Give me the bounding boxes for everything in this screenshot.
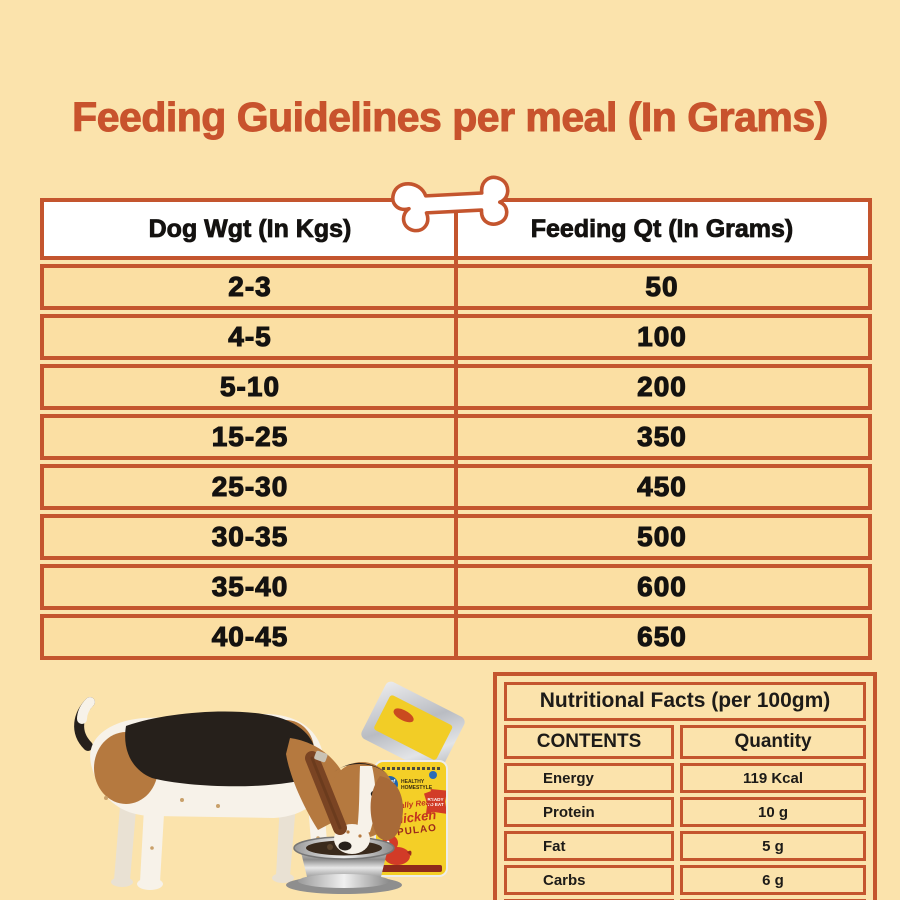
nutrition-row: Energy 119 Kcal	[504, 763, 866, 793]
feeding-qty-value: 100	[637, 320, 687, 352]
bone-icon	[391, 175, 510, 233]
nutrient-value: 5 g	[680, 831, 866, 861]
nutrition-col-contents: CONTENTS	[504, 725, 674, 759]
package-topline	[382, 767, 440, 770]
nutrition-col-quantity: Quantity	[680, 725, 866, 759]
column-header-feeding-qty: Feeding Qt (In Grams)	[530, 214, 794, 243]
nutrient-value: 10 g	[680, 797, 866, 827]
feeding-qty-value: 50	[645, 270, 679, 302]
dog-weight-value: 35-40	[211, 570, 289, 602]
dog-weight-value: 40-45	[211, 620, 289, 652]
dog-weight-value: 2-3	[228, 270, 272, 302]
nutrition-row: Protein 10 g	[504, 797, 866, 827]
nutrient-label: Protein	[504, 797, 674, 827]
nutrient-value: 119 Kcal	[680, 763, 866, 793]
nutrition-header-row: CONTENTS Quantity	[504, 725, 866, 759]
feeding-qty-value: 200	[637, 370, 687, 402]
package-blue-dot	[429, 771, 437, 779]
beagle-illustration	[74, 697, 404, 894]
package-tagline: HEALTHY HOMESTYLE	[401, 778, 433, 791]
dog-weight-value: 30-35	[211, 520, 289, 552]
column-header-dog-weight: Dog Wgt (In Kgs)	[148, 214, 352, 243]
dog-weight-value: 15-25	[211, 420, 289, 452]
dog-weight-value: 4-5	[228, 320, 272, 352]
nutrient-label: Carbs	[504, 865, 674, 895]
column-divider	[453, 198, 459, 660]
nutrient-label: Energy	[504, 763, 674, 793]
dog-weight-value: 25-30	[211, 470, 289, 502]
nutrient-label: Fat	[504, 831, 674, 861]
feeding-qty-value: 350	[637, 420, 687, 452]
ready-to-eat-badge: READY TO EAT	[424, 789, 446, 815]
feeding-guidelines-table: Dog Wgt (In Kgs) Feeding Qt (In Grams) 2…	[40, 175, 872, 660]
feeding-qty-value: 500	[637, 520, 687, 552]
dog-weight-value: 5-10	[219, 370, 281, 402]
nutrition-row: Fat 5 g	[504, 831, 866, 861]
feeding-qty-value: 600	[637, 570, 687, 602]
feeding-qty-value: 650	[637, 620, 687, 652]
beagle-photo: Chef Jack HEALTHY HOMESTYLE READY TO EAT…	[22, 679, 474, 900]
package-bottom-band	[380, 865, 442, 872]
nutrition-title: Nutritional Facts (per 100gm)	[504, 682, 866, 721]
nutritional-facts-panel: Nutritional Facts (per 100gm) CONTENTS Q…	[493, 672, 877, 900]
nutrient-value: 6 g	[680, 865, 866, 895]
feeding-qty-value: 450	[637, 470, 687, 502]
nutrition-row: Carbs 6 g	[504, 865, 866, 895]
page-title: Feeding Guidelines per meal (In Grams)	[72, 94, 829, 141]
